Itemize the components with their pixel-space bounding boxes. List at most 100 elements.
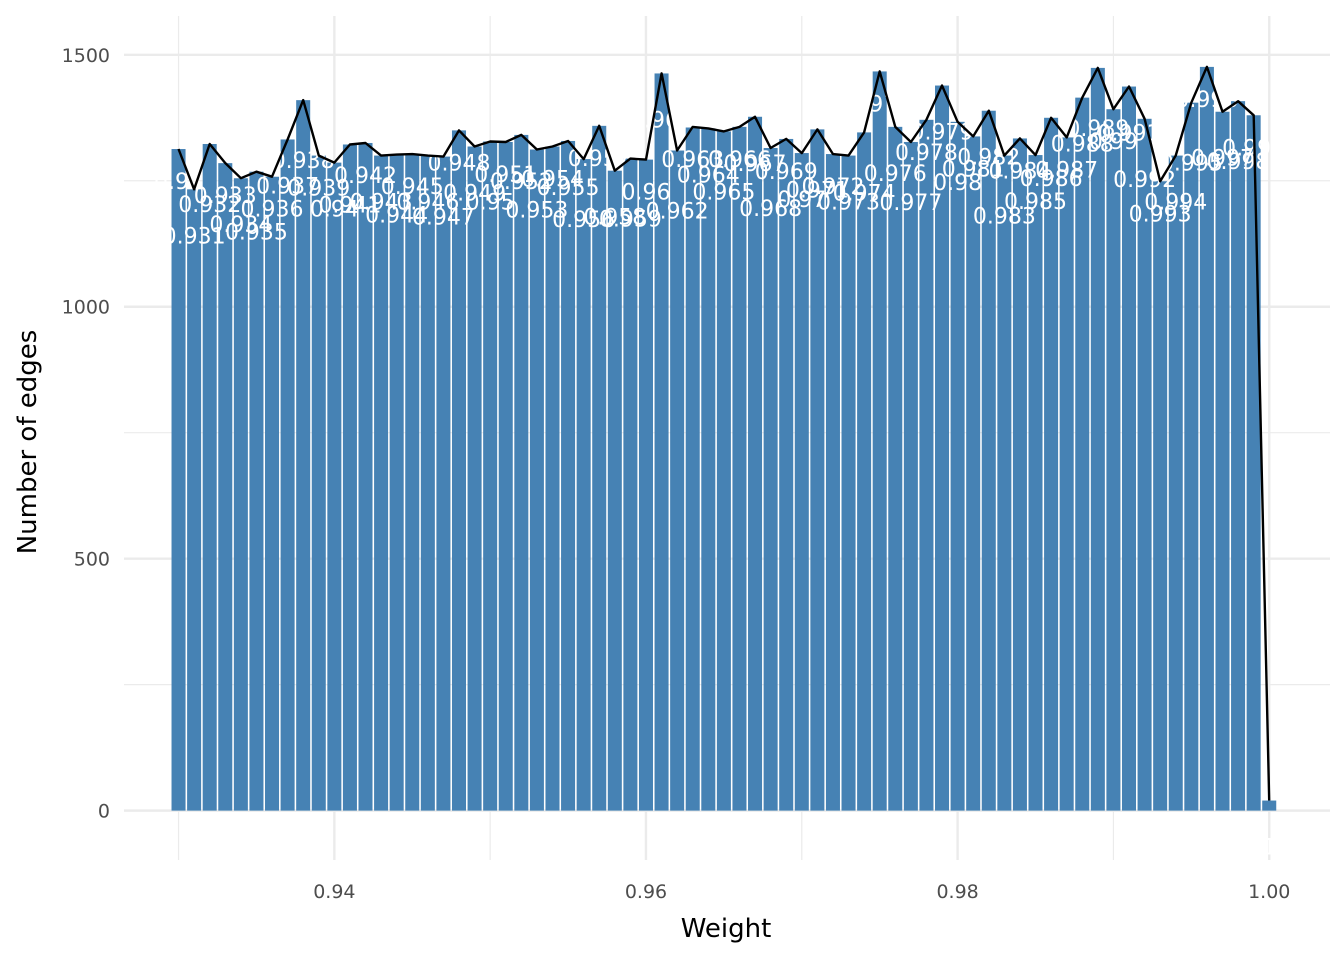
bar [592, 125, 607, 811]
bar-value-label: 0.985 [1004, 190, 1067, 215]
bar [857, 132, 872, 811]
bar-value-label: 0.997 [1191, 147, 1254, 172]
bar-value-label: 0.931 [163, 224, 226, 249]
bar [187, 189, 202, 811]
bar-value-label: 0.97 [777, 188, 826, 213]
bar [218, 163, 233, 811]
bar [1075, 97, 1090, 811]
bar-value-label: 0.939 [287, 177, 350, 202]
bar [779, 138, 794, 811]
x-tick-label: 0.94 [313, 881, 355, 903]
bar [685, 126, 700, 811]
bar-value-label: 0.946 [396, 191, 459, 216]
bar-value-label: 0.988 [1051, 133, 1114, 158]
bar [1215, 111, 1230, 811]
bar [342, 144, 357, 811]
bar-value-label: 0.993 [1129, 202, 1192, 227]
bar [280, 139, 295, 811]
bar [529, 149, 544, 811]
bar [794, 153, 809, 811]
bar-value-label: 0.98 [933, 171, 982, 196]
bar-value-label: 0.93 [154, 170, 203, 195]
bar [935, 85, 950, 811]
trend-line-layer [177, 65, 1271, 801]
bar-value-label: 0.998 [1207, 150, 1270, 175]
bar [1012, 138, 1027, 811]
bar [825, 154, 840, 811]
bar [670, 150, 685, 811]
bar [841, 155, 856, 811]
axes-layer: 0 500 1000 1500 0.94 0.96 0.98 1.00 [62, 45, 1291, 903]
x-tick-label: 1.00 [1248, 881, 1290, 903]
bar [1028, 155, 1043, 811]
bar [467, 146, 482, 811]
bar [545, 146, 560, 811]
bar [233, 178, 248, 811]
bar [171, 149, 186, 811]
bar [561, 140, 576, 811]
bar-value-label: 0.971 [786, 178, 849, 203]
bar [997, 155, 1012, 811]
bar [888, 126, 903, 811]
bar [327, 162, 342, 811]
bar-value-label: 0.994 [1144, 191, 1207, 216]
bar-value-label: 0.942 [334, 164, 397, 189]
bar [654, 73, 669, 811]
bar [607, 170, 622, 811]
bar-value-label: 0.962 [646, 200, 709, 225]
bar [919, 119, 934, 811]
bar [638, 159, 653, 811]
bar [405, 154, 420, 811]
bar [265, 176, 280, 811]
bar [1168, 155, 1183, 811]
bar-value-label: 0.941 [318, 193, 381, 218]
bar [1044, 117, 1059, 811]
bar [498, 141, 513, 811]
bar-value-label: 0.963 [661, 148, 724, 173]
bar [1106, 109, 1121, 811]
bar-value-label: 0.983 [973, 205, 1036, 230]
bar [436, 156, 451, 811]
bar-value-label: 0.975 [848, 92, 911, 117]
bar-value-label: 0.965 [692, 180, 755, 205]
bar-value-label: 0.943 [350, 191, 413, 216]
bar [358, 142, 373, 811]
bar [374, 155, 389, 811]
x-tick-label: 0.98 [936, 881, 978, 903]
bar-value-label: 0.972 [801, 175, 864, 200]
bar [903, 141, 918, 811]
bar [514, 134, 529, 811]
bar [311, 155, 326, 811]
bar [296, 100, 311, 811]
bar [1199, 66, 1214, 811]
bar-value-label: 0.932 [178, 193, 241, 218]
bar [810, 129, 825, 811]
bar [748, 116, 763, 811]
bar-value-label: 0.986 [1020, 167, 1083, 192]
bar-value-label: 0.974 [833, 181, 896, 206]
bar-value-label: 0.967 [724, 152, 787, 177]
bar-value-label: 0.936 [241, 198, 304, 223]
frequency-line [177, 65, 1271, 801]
bar-value-label: 0.952 [490, 170, 553, 195]
bar [576, 159, 591, 811]
bar-value-label: 0.968 [739, 197, 802, 222]
bar-value-label: 0.958 [583, 206, 646, 231]
bar [1231, 101, 1246, 811]
bar-value-label: 0.996 [1175, 88, 1238, 113]
bar-value-label: 0.935 [225, 221, 288, 246]
bar [1090, 67, 1105, 811]
bar [1153, 181, 1168, 811]
bar-value-label: 0.977 [879, 191, 942, 216]
bar [1262, 800, 1277, 811]
bar-value-label: 0.95 [466, 190, 515, 215]
bar-value-label: 0.944 [365, 204, 428, 229]
bar [483, 141, 498, 811]
bar [1246, 115, 1261, 811]
y-tick-label: 1500 [62, 45, 110, 67]
bar-value-label: 0.933 [194, 184, 257, 209]
bar [950, 121, 965, 811]
bar [716, 131, 731, 811]
bar-value-label: 0.969 [755, 160, 818, 185]
bar-value-label: 0.96 [621, 181, 670, 206]
